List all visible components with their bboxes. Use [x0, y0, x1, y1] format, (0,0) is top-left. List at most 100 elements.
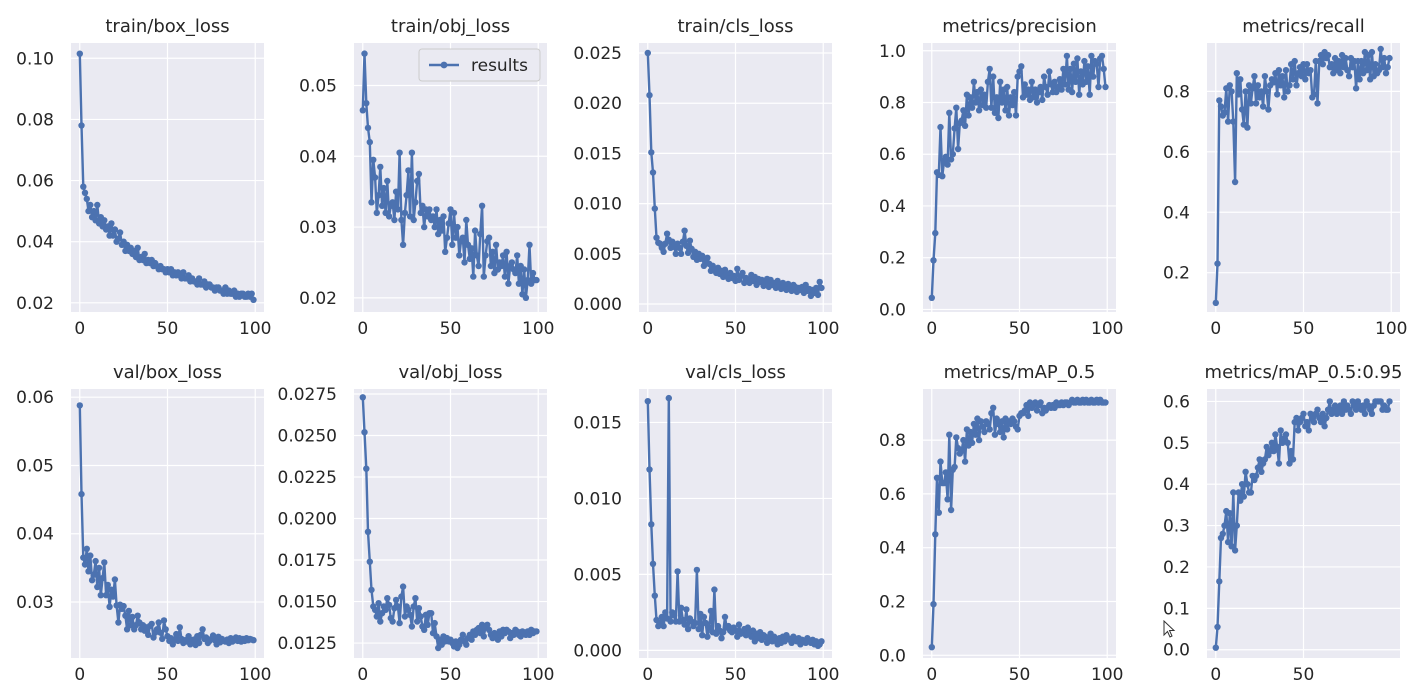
- data-point: [695, 625, 702, 633]
- data-point: [1063, 52, 1071, 60]
- data-point: [373, 209, 380, 217]
- data-point: [1233, 522, 1241, 529]
- y-tick-label: 1.0: [879, 42, 906, 62]
- data-point: [533, 276, 540, 284]
- data-point: [1235, 91, 1242, 98]
- data-point: [998, 99, 1006, 106]
- data-point: [468, 636, 475, 643]
- data-point: [1254, 82, 1262, 89]
- data-point: [1289, 76, 1297, 83]
- data-point: [816, 278, 823, 286]
- data-point: [704, 254, 711, 261]
- subplot-title: val/box_loss: [113, 362, 222, 383]
- data-point: [958, 117, 965, 124]
- data-point: [1039, 96, 1046, 104]
- data-point: [408, 623, 416, 630]
- data-point: [1268, 439, 1276, 446]
- data-point: [392, 596, 400, 604]
- data-point: [1372, 60, 1379, 68]
- data-point: [981, 91, 988, 98]
- data-point: [94, 583, 101, 591]
- data-point: [649, 169, 657, 176]
- subplot-title: train/cls_loss: [677, 16, 793, 37]
- data-point: [456, 252, 463, 259]
- data-point: [670, 612, 678, 619]
- data-point: [1004, 426, 1011, 433]
- data-point: [930, 257, 937, 264]
- y-tick-label: 0.0250: [278, 426, 337, 446]
- data-point: [85, 207, 92, 215]
- data-point: [1007, 94, 1014, 101]
- data-point: [681, 227, 688, 234]
- data-point: [1347, 410, 1355, 417]
- data-point: [1310, 418, 1318, 426]
- data-point: [377, 618, 384, 625]
- data-point: [415, 605, 423, 612]
- y-tick-label: 0.1: [1163, 599, 1190, 619]
- data-point: [403, 192, 410, 199]
- data-point: [683, 606, 690, 613]
- data-point: [1324, 51, 1332, 59]
- data-point: [111, 226, 119, 233]
- data-point: [90, 207, 98, 215]
- data-point: [1093, 60, 1100, 67]
- data-point: [466, 255, 473, 263]
- data-point: [1342, 54, 1349, 62]
- data-point: [1219, 530, 1227, 537]
- data-point: [1381, 54, 1388, 62]
- data-point: [774, 277, 781, 285]
- data-point: [377, 163, 384, 171]
- data-point: [1098, 52, 1106, 60]
- data-point: [508, 259, 516, 266]
- data-point: [720, 629, 727, 636]
- data-point: [1076, 91, 1083, 98]
- subplot-title: val/cls_loss: [685, 362, 786, 383]
- data-point: [450, 209, 458, 217]
- data-point: [389, 618, 396, 625]
- y-tick-label: 0.04: [16, 233, 54, 253]
- data-point: [1386, 54, 1393, 62]
- y-tick-label: 0.005: [573, 565, 622, 585]
- data-point: [1005, 112, 1013, 119]
- data-point: [1244, 124, 1251, 131]
- data-point: [947, 156, 955, 163]
- y-tick-label: 0.015: [573, 144, 622, 164]
- data-point: [389, 199, 396, 206]
- data-point: [503, 248, 510, 255]
- data-point: [431, 223, 438, 231]
- data-point: [1074, 55, 1081, 62]
- data-point: [438, 227, 445, 234]
- data-point: [371, 606, 379, 613]
- subplot-title: metrics/recall: [1242, 16, 1364, 37]
- data-point: [1230, 118, 1237, 125]
- data-point: [979, 423, 986, 430]
- subplot-val-obj-loss: 0 50 100 0.0125 0.0150 0.0175 0.0200 0.0225 0.02…: [278, 362, 555, 685]
- data-point: [699, 252, 706, 259]
- data-point: [115, 235, 122, 242]
- data-point: [730, 272, 737, 280]
- subplot-metrics-recall: 0 50 100 0.2 0.4 0.6 0.8 metrics/recall: [1163, 16, 1408, 339]
- data-point: [674, 568, 681, 575]
- data-point: [662, 609, 669, 616]
- data-point: [1044, 91, 1051, 98]
- data-point: [442, 248, 449, 255]
- data-point: [1261, 456, 1269, 463]
- data-point: [1291, 57, 1298, 65]
- data-point: [363, 465, 370, 472]
- data-point: [199, 626, 206, 633]
- data-point: [80, 554, 87, 561]
- data-point: [1261, 73, 1269, 80]
- data-point: [1028, 78, 1036, 86]
- data-point: [672, 250, 679, 257]
- data-point: [424, 621, 431, 628]
- subplot-train-cls-loss: 0 50 100 0.000 0.005 0.010 0.015 0.020 0.025 trai…: [573, 16, 839, 339]
- data-point: [1021, 81, 1028, 88]
- data-point: [1363, 67, 1370, 74]
- data-point: [406, 611, 414, 618]
- data-point: [78, 122, 85, 129]
- data-point: [993, 94, 1000, 101]
- y-tick-label: 0.000: [573, 295, 622, 315]
- data-point: [81, 189, 89, 196]
- data-point: [1051, 78, 1058, 86]
- data-point: [1021, 407, 1028, 414]
